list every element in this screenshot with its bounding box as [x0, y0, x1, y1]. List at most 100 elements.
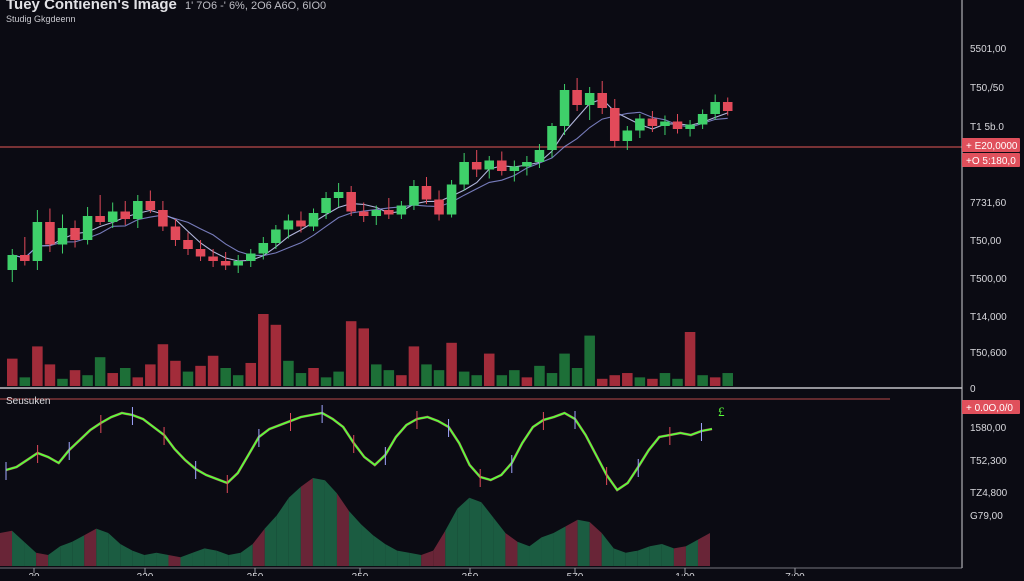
candle — [672, 114, 683, 134]
candle — [509, 160, 520, 182]
area-segment — [252, 528, 265, 566]
area-segment — [565, 519, 578, 566]
candle — [170, 219, 181, 246]
chart-title-text: Tuey Contienen's Image — [6, 0, 177, 13]
chart-title: Tuey Contienen's Image 1' 7O6 -' 6%, 2O6… — [6, 0, 326, 13]
volume-bar — [647, 378, 658, 386]
volume-bar — [722, 373, 733, 386]
candle-body — [660, 121, 670, 126]
candle — [82, 207, 93, 245]
candle-body — [7, 255, 18, 270]
price-tag-bg — [962, 138, 1020, 152]
candle — [534, 144, 545, 168]
volume-bar — [483, 353, 495, 386]
area-segment — [144, 552, 157, 566]
candle — [346, 186, 356, 216]
area-segment — [300, 478, 313, 566]
area-segment — [216, 550, 229, 566]
candle — [584, 87, 595, 120]
candle — [635, 114, 645, 138]
area-segment — [685, 539, 698, 566]
area-segment — [192, 548, 205, 566]
candle-body — [459, 162, 469, 185]
candle — [647, 111, 658, 132]
candle — [95, 195, 105, 225]
candle-body — [45, 222, 55, 245]
volume-bar — [458, 371, 470, 386]
area-segment — [397, 550, 410, 566]
candle — [195, 240, 206, 261]
volume-bar — [220, 368, 231, 386]
candle-body — [220, 261, 231, 266]
candle — [722, 97, 733, 116]
area-segment — [517, 541, 530, 566]
volume-bar — [119, 368, 131, 386]
volume-bar — [182, 371, 194, 386]
candle-body — [710, 102, 720, 114]
area-segment — [601, 533, 614, 566]
moving-average-line — [12, 111, 728, 259]
area-segment — [312, 478, 325, 566]
price-tick-label: T50,600 — [970, 348, 1007, 359]
time-tick-label: 250 — [247, 572, 264, 576]
price-tick-label: T14,000 — [970, 312, 1007, 323]
area-segment — [697, 533, 710, 566]
area-segment — [385, 544, 398, 566]
candle-body — [32, 222, 43, 261]
volume-bar — [371, 364, 382, 386]
candle — [220, 252, 231, 270]
area-segment — [96, 528, 109, 566]
candle-body — [183, 240, 193, 249]
candle-body — [622, 130, 633, 141]
volume-bar — [82, 375, 93, 386]
candle — [358, 202, 369, 222]
volume-bar — [308, 368, 319, 386]
volume-bar — [559, 353, 570, 386]
candle — [7, 249, 18, 282]
volume-bar — [44, 364, 56, 386]
candle-body — [258, 243, 269, 254]
area-segment — [168, 555, 181, 566]
area-segment — [288, 486, 301, 566]
candle-body — [82, 216, 93, 240]
volume-bar — [622, 373, 633, 386]
candle — [685, 120, 695, 137]
candle — [158, 201, 168, 231]
candle — [622, 126, 633, 150]
candle-body — [120, 211, 131, 219]
volume-bar — [659, 373, 671, 386]
area-segment — [673, 546, 686, 566]
volume-bar — [94, 357, 106, 386]
area-segment — [180, 552, 193, 566]
volume-bar — [157, 344, 169, 386]
candle-body — [233, 261, 243, 266]
volume-bar — [609, 375, 621, 386]
time-tick-label: 7:00 — [785, 572, 805, 576]
lower-tick-label: TZ4,800 — [970, 488, 1008, 499]
price-tick-label: T500,00 — [970, 274, 1007, 285]
volume-bar — [170, 360, 181, 386]
volume-bar — [207, 355, 219, 386]
price-tag-bg — [962, 153, 1020, 167]
candle — [283, 214, 294, 239]
area-segment — [553, 526, 566, 566]
candle-body — [647, 118, 658, 126]
candle — [308, 208, 319, 231]
volume-bar — [358, 328, 369, 386]
moving-average-line — [12, 98, 728, 262]
volume-bar — [258, 314, 269, 386]
candle-body — [572, 90, 582, 105]
volume-bar — [69, 370, 81, 386]
candle — [245, 249, 256, 267]
candle — [421, 177, 432, 204]
candle-body — [20, 255, 30, 261]
candle — [133, 195, 143, 228]
candle — [107, 202, 118, 228]
volume-bar — [421, 364, 432, 386]
area-segment — [361, 524, 374, 566]
candle-body — [245, 253, 256, 261]
candle-body — [446, 184, 457, 215]
candle-body — [57, 228, 68, 245]
